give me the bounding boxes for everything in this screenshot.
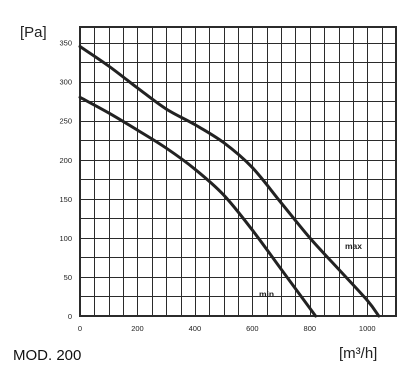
- y-tick-label: 250: [59, 117, 72, 126]
- y-tick-label: 0: [68, 312, 72, 321]
- x-tick-label: 0: [78, 324, 82, 333]
- grid: [80, 27, 396, 316]
- y-tick-label: 300: [59, 78, 72, 87]
- curve-label-min: min: [259, 289, 274, 299]
- y-tick-label: 100: [59, 234, 72, 243]
- curve-min: [78, 95, 318, 318]
- curves: max min: [78, 45, 381, 318]
- y-tick-label: 350: [59, 39, 72, 48]
- y-tick-label: 50: [64, 273, 72, 282]
- model-label: MOD. 200: [13, 347, 81, 364]
- y-tick-label: 200: [59, 156, 72, 165]
- curve-max: [78, 45, 381, 318]
- x-tick-label: 200: [131, 324, 144, 333]
- plot-frame: [79, 26, 397, 317]
- x-tick-label: 600: [246, 324, 259, 333]
- y-tick-label: 150: [59, 195, 72, 204]
- x-tick-label: 800: [304, 324, 317, 333]
- x-tick-label: 1000: [359, 324, 376, 333]
- y-axis-label: [Pa]: [20, 24, 47, 41]
- axis-ticks: 0 50 100 150 200 250 300 350 0 200 400 600 800 1000: [59, 39, 375, 333]
- x-axis-label: [m³/h]: [339, 345, 377, 362]
- curve-label-max: max: [345, 241, 362, 251]
- x-tick-label: 400: [189, 324, 202, 333]
